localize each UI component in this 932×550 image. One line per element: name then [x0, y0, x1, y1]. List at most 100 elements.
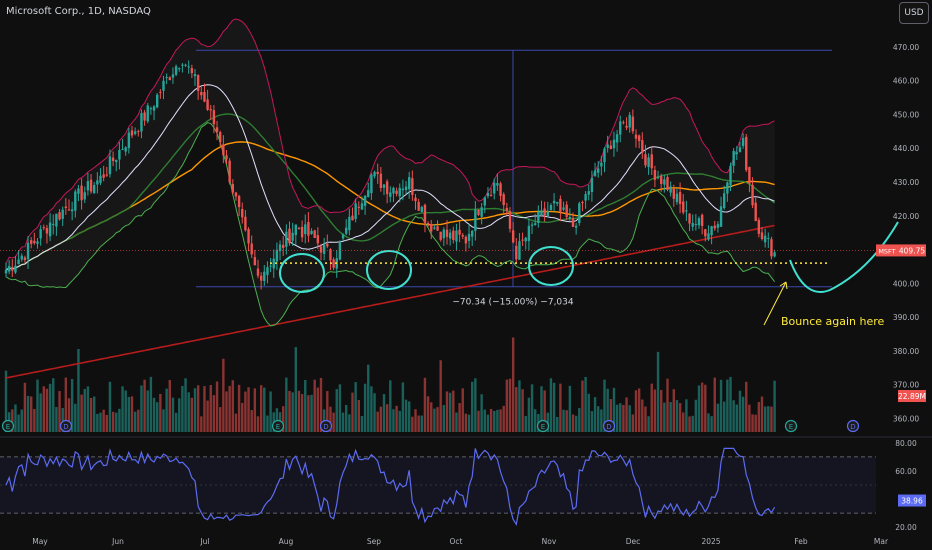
- volume-bar: [376, 411, 379, 432]
- candle-body: [644, 154, 647, 166]
- candle-body: [20, 255, 23, 260]
- price-tick-label: 420.00: [893, 212, 919, 221]
- volume-bar: [666, 378, 669, 432]
- volume-bar: [379, 406, 383, 432]
- candle-body: [310, 230, 313, 234]
- volume-bar: [17, 414, 20, 432]
- volume-bar: [338, 384, 342, 432]
- volume-bar: [152, 397, 156, 432]
- candle-body: [332, 259, 335, 268]
- volume-bar: [458, 403, 461, 432]
- volume-label: 22.89M: [898, 392, 926, 401]
- volume-bar: [464, 413, 468, 432]
- candle-body: [678, 192, 682, 204]
- volume-bar: [363, 383, 367, 432]
- candle-body: [486, 192, 490, 197]
- rsi-line: [5, 447, 776, 527]
- candle-body: [26, 242, 30, 260]
- volume-bar: [751, 414, 754, 432]
- volume-bar: [741, 396, 745, 432]
- annotation-circle: [279, 253, 325, 293]
- volume-bar: [200, 416, 203, 432]
- volume-bar: [578, 408, 581, 432]
- candle-body: [631, 116, 635, 132]
- candle-body: [461, 235, 464, 237]
- volume-bar: [499, 409, 502, 432]
- candle-body: [408, 177, 411, 190]
- volume-bar: [426, 396, 430, 432]
- candle-body: [370, 174, 373, 194]
- candle-body: [36, 241, 39, 244]
- candle-body: [174, 66, 178, 75]
- volume-bar: [115, 412, 118, 432]
- candle-body: [304, 224, 307, 235]
- volume-bar: [55, 407, 58, 432]
- candle-body: [244, 216, 247, 231]
- volume-bar: [99, 412, 102, 432]
- volume-bar: [149, 376, 153, 432]
- candle-body: [732, 150, 735, 166]
- candle-body: [417, 201, 420, 211]
- candle-body: [656, 177, 660, 179]
- candle-body: [477, 209, 480, 215]
- volume-bar: [430, 402, 433, 432]
- candle-body: [521, 239, 524, 241]
- candle-body: [760, 232, 764, 239]
- volume-bar: [133, 411, 137, 432]
- volume-bar: [518, 380, 521, 432]
- volume-bar: [345, 404, 348, 432]
- volume-bar: [442, 405, 446, 432]
- time-axis-label: Aug: [279, 537, 294, 546]
- time-axis-label: Jun: [111, 537, 124, 546]
- time-axis-label: Sep: [367, 537, 381, 546]
- candle-body: [237, 195, 241, 208]
- candle-body: [707, 233, 710, 240]
- candle-body: [219, 132, 222, 143]
- volume-bar: [26, 395, 30, 432]
- candle-body: [263, 271, 266, 281]
- volume-bar: [367, 364, 370, 432]
- candle-body: [508, 211, 512, 229]
- candle-body: [464, 236, 468, 244]
- candle-body: [14, 265, 17, 273]
- candle-body: [546, 211, 549, 217]
- volume-bar: [341, 412, 345, 432]
- candle-body: [471, 230, 474, 237]
- candle-body: [124, 147, 127, 152]
- time-axis-label: Oct: [450, 537, 463, 546]
- candle-body: [511, 230, 515, 243]
- volume-bar: [593, 397, 597, 432]
- volume-bar: [723, 401, 726, 432]
- candle-body: [467, 233, 471, 241]
- volume-bar: [493, 411, 496, 432]
- annotation-arrow: [763, 281, 787, 326]
- candle-body: [590, 177, 594, 192]
- currency-button[interactable]: USD: [899, 2, 929, 24]
- candle-body: [206, 99, 209, 110]
- volume-bar: [313, 379, 316, 432]
- candle-body: [439, 231, 442, 240]
- candle-body: [341, 234, 345, 239]
- volume-bar: [697, 385, 701, 432]
- volume-bar: [770, 406, 773, 432]
- volume-bar: [64, 377, 68, 432]
- candle-body: [231, 184, 234, 193]
- candle-body: [534, 223, 537, 226]
- volume-bar: [556, 416, 559, 432]
- candle-body: [108, 156, 112, 175]
- candle-body: [212, 110, 216, 125]
- volume-bar: [757, 402, 761, 432]
- volume-bar: [212, 395, 216, 432]
- volume-bar: [127, 397, 131, 432]
- volume-bar: [663, 402, 666, 432]
- candle-body: [420, 206, 423, 212]
- candle-body: [426, 223, 430, 225]
- volume-bar: [587, 393, 590, 432]
- volume-bar: [612, 387, 616, 432]
- volume-bar: [247, 387, 250, 432]
- volume-bar: [398, 410, 401, 432]
- price-tick-label: 400.00: [893, 279, 919, 288]
- volume-bar: [357, 400, 360, 432]
- candle-body: [549, 205, 553, 210]
